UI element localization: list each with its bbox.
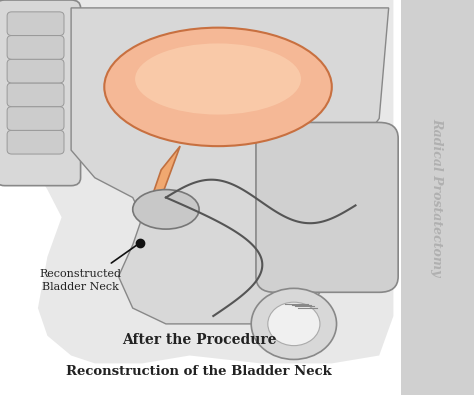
FancyBboxPatch shape <box>0 0 81 186</box>
FancyBboxPatch shape <box>7 12 64 36</box>
FancyBboxPatch shape <box>7 83 64 107</box>
Circle shape <box>268 302 320 346</box>
Text: Radical Prostatectomy: Radical Prostatectomy <box>431 118 444 276</box>
FancyBboxPatch shape <box>401 0 474 395</box>
Ellipse shape <box>135 43 301 115</box>
Ellipse shape <box>133 190 199 229</box>
FancyBboxPatch shape <box>7 59 64 83</box>
FancyBboxPatch shape <box>7 130 64 154</box>
FancyBboxPatch shape <box>256 122 398 292</box>
Circle shape <box>251 288 337 359</box>
Text: Reconstruction of the Bladder Neck: Reconstruction of the Bladder Neck <box>66 365 332 378</box>
PathPatch shape <box>0 0 393 363</box>
Ellipse shape <box>104 28 332 146</box>
PathPatch shape <box>71 8 389 324</box>
Text: Reconstructed
Bladder Neck: Reconstructed Bladder Neck <box>40 269 121 292</box>
FancyBboxPatch shape <box>7 36 64 59</box>
Polygon shape <box>152 146 180 198</box>
Text: After the Procedure: After the Procedure <box>122 333 276 347</box>
FancyBboxPatch shape <box>7 107 64 130</box>
